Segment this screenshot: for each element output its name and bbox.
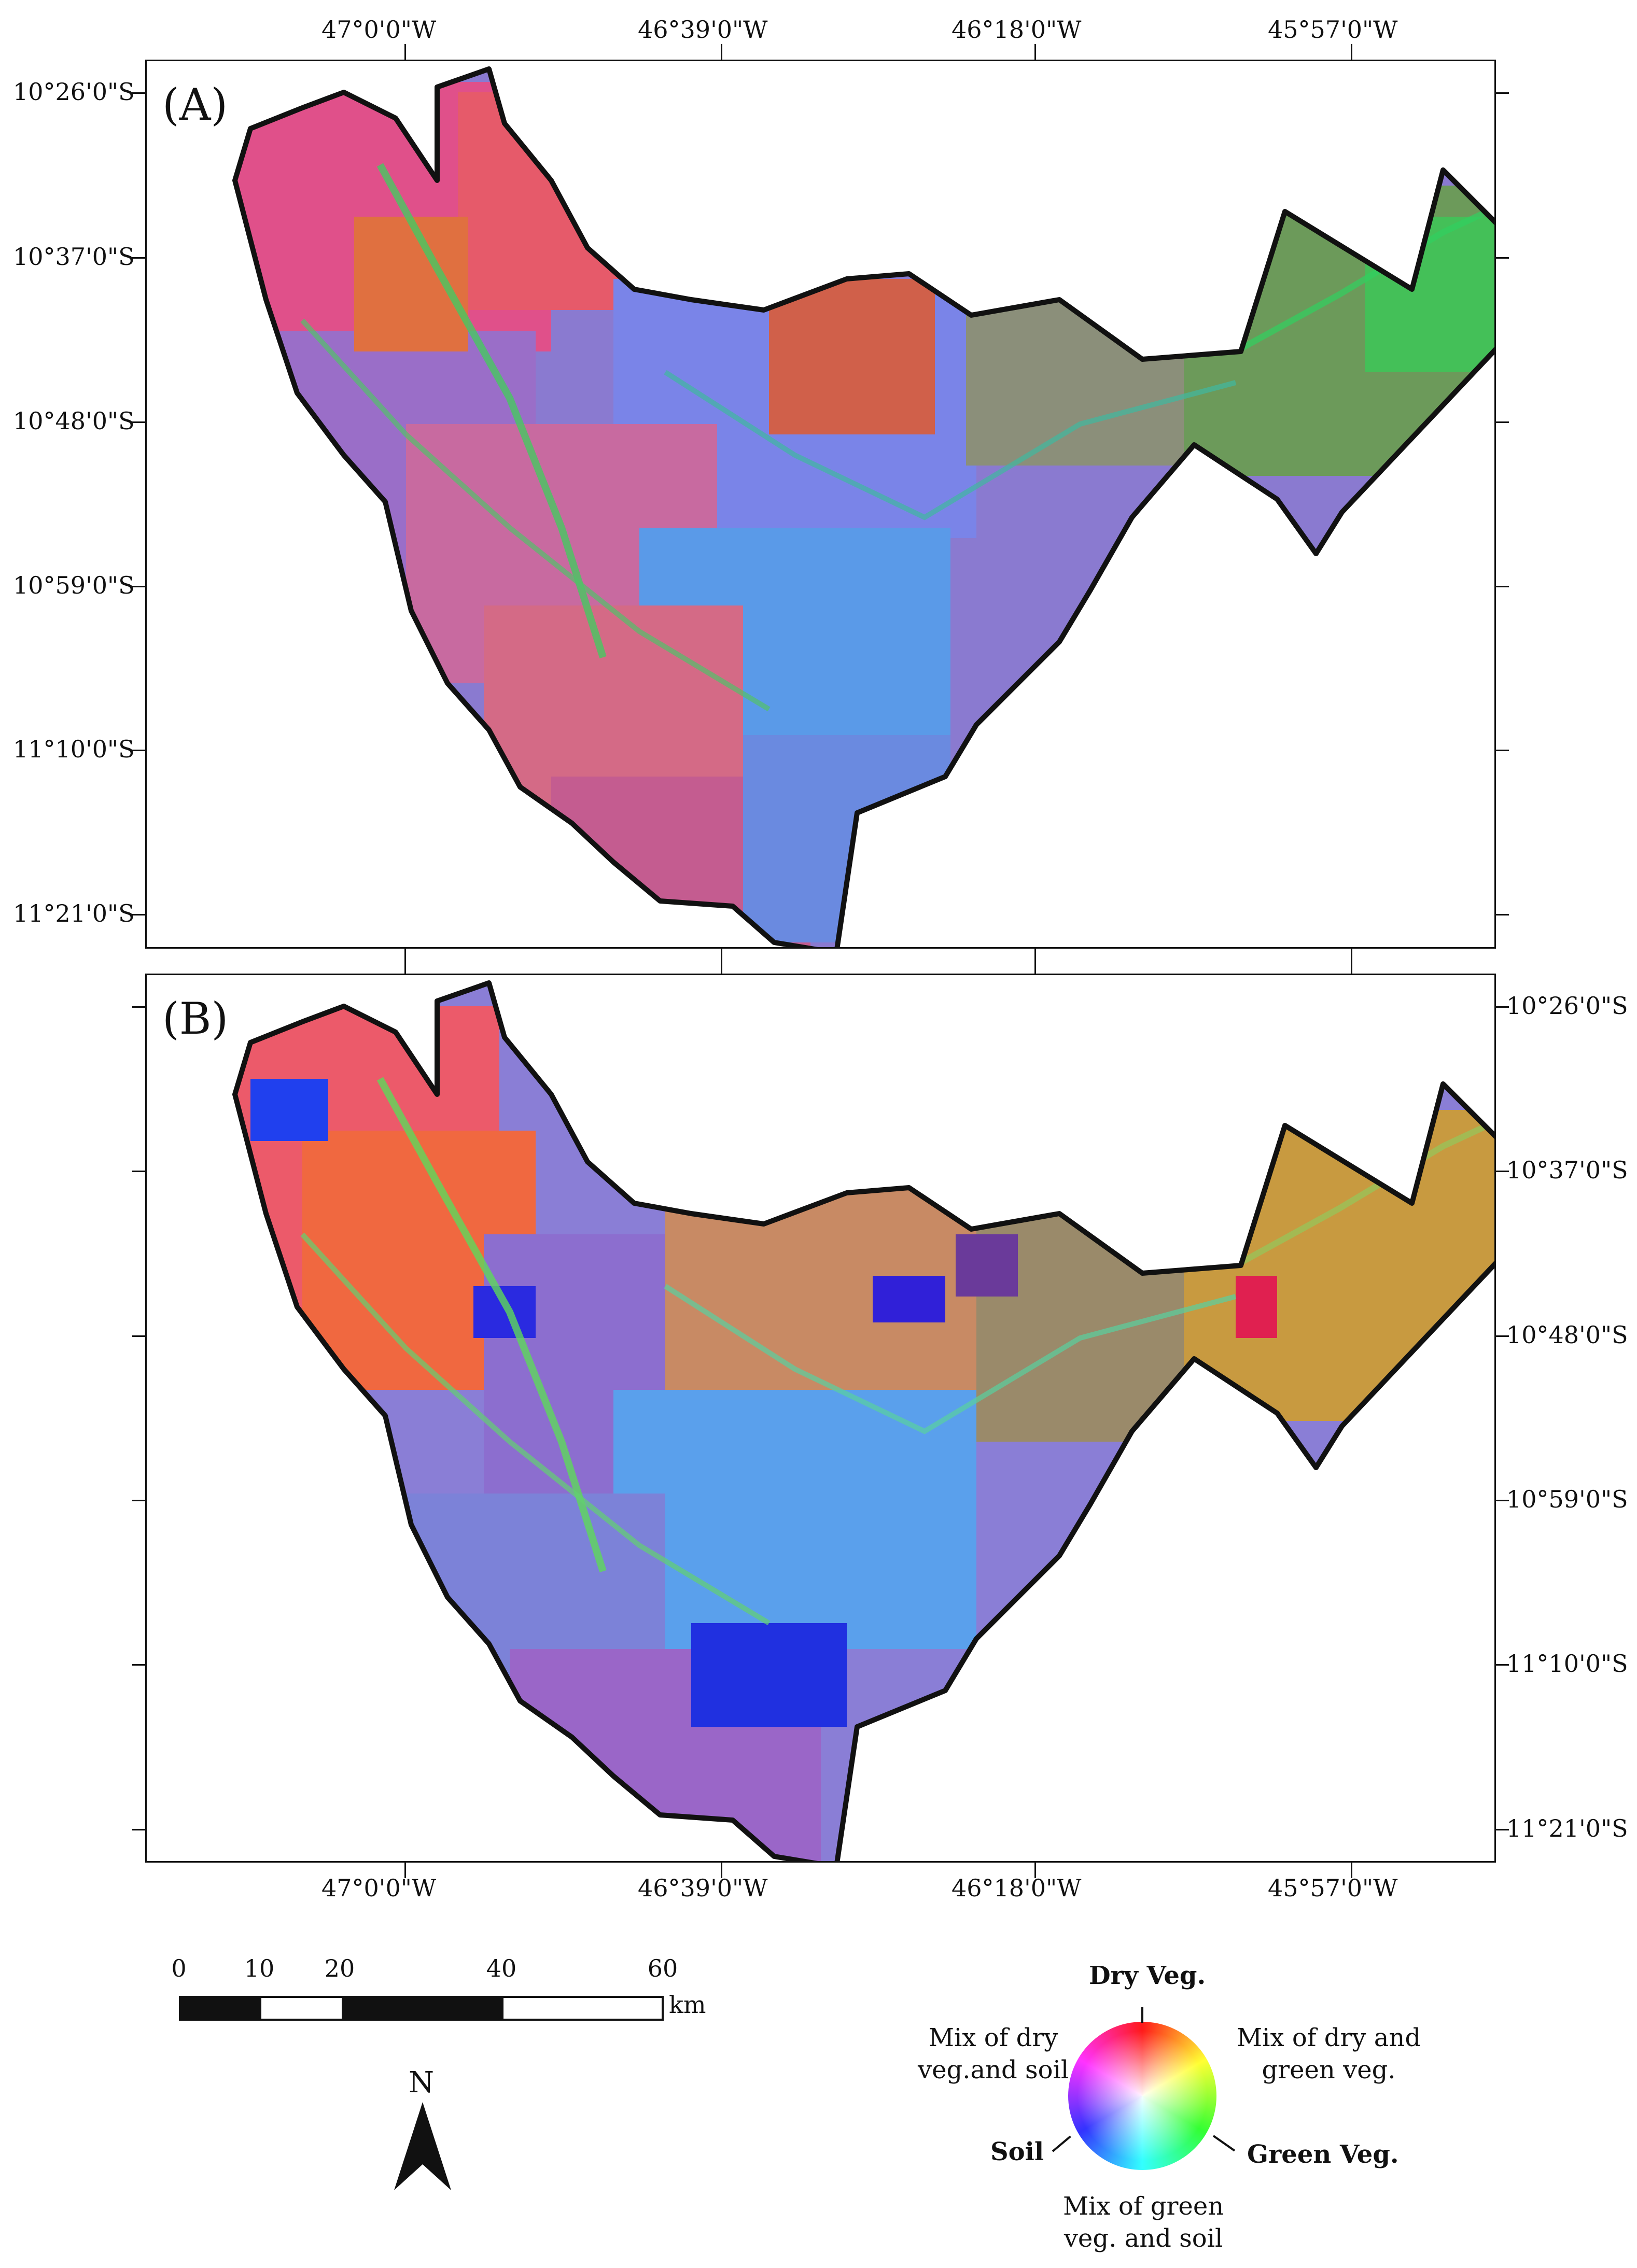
legend-leader-dry — [1141, 2007, 1143, 2023]
scale-tick-60: 60 — [647, 1954, 678, 1982]
tick-left-2 — [132, 257, 145, 259]
tick-bottom-3 — [1034, 1863, 1036, 1878]
tick-top-1 — [404, 44, 406, 60]
tick-left-b-1 — [132, 1006, 145, 1008]
map-panel-a: (A) — [145, 60, 1496, 949]
lat-label-left-2: 10°37'0"S — [13, 243, 135, 271]
tick-left-3 — [132, 421, 145, 423]
lat-label-right-3: 10°48'0"S — [1506, 1321, 1628, 1349]
map-image-b — [232, 980, 1494, 1861]
tick-right-b-5 — [1496, 1664, 1509, 1666]
lat-label-left-6: 11°21'0"S — [13, 899, 135, 927]
tick-right-a-4 — [1496, 586, 1509, 587]
legend-mix-dry-green-line2: green veg. — [1262, 2055, 1396, 2085]
north-label: N — [409, 2066, 434, 2100]
tick-right-a-6 — [1496, 914, 1509, 915]
lon-label-bottom-3: 46°18'0"W — [952, 1874, 1082, 1902]
tick-right-a-5 — [1496, 750, 1509, 751]
tick-top-2 — [721, 44, 722, 60]
lon-label-bottom-2: 46°39'0"W — [638, 1874, 768, 1902]
scale-seg-2 — [261, 1998, 342, 2019]
north-arrow-icon — [394, 2102, 451, 2190]
tick-left-4 — [132, 586, 145, 587]
tick-mid-3 — [1034, 949, 1036, 974]
tick-left-6 — [132, 914, 145, 915]
panel-label-b: (B) — [162, 993, 229, 1044]
tick-right-b-3 — [1496, 1335, 1509, 1337]
scale-tick-0: 0 — [171, 1954, 187, 1982]
tick-bottom-2 — [721, 1863, 722, 1878]
legend-leader-soil — [1052, 2135, 1071, 2152]
lat-label-left-1: 10°26'0"S — [13, 78, 135, 106]
tick-top-4 — [1351, 44, 1352, 60]
lat-label-right-5: 11°10'0"S — [1506, 1650, 1628, 1678]
tick-bottom-1 — [404, 1863, 406, 1878]
lon-label-top-1: 47°0'0"W — [321, 16, 437, 44]
tick-left-b-3 — [132, 1335, 145, 1337]
legend-mix-dry-green: Mix of dry and green veg. — [1237, 2022, 1421, 2087]
lon-label-bottom-4: 45°57'0"W — [1268, 1874, 1398, 1902]
scale-tick-10: 10 — [244, 1954, 275, 1982]
legend-mix-dry-soil-line1: Mix of dry — [928, 2023, 1058, 2052]
legend-mix-green-soil-line2: veg. and soil — [1064, 2224, 1223, 2253]
lat-label-left-5: 11°10'0"S — [13, 735, 135, 763]
lat-label-left-4: 10°59'0"S — [13, 571, 135, 599]
legend-green-veg: Green Veg. — [1247, 2140, 1399, 2169]
legend-mix-green-soil-line1: Mix of green — [1063, 2192, 1224, 2221]
tick-right-b-4 — [1496, 1500, 1509, 1501]
color-wheel-legend — [1068, 2022, 1216, 2170]
lat-label-right-1: 10°26'0"S — [1506, 992, 1628, 1020]
lon-label-top-2: 46°39'0"W — [638, 16, 768, 44]
tick-right-b-6 — [1496, 1829, 1509, 1830]
watershed-outline-b — [232, 980, 1494, 1861]
tick-bottom-4 — [1351, 1863, 1352, 1878]
lat-label-left-3: 10°48'0"S — [13, 407, 135, 435]
watershed-outline-a — [232, 66, 1494, 947]
legend-soil: Soil — [990, 2137, 1044, 2166]
tick-right-b-1 — [1496, 1006, 1509, 1008]
tick-left-1 — [132, 92, 145, 94]
tick-mid-1 — [404, 949, 406, 974]
tick-left-b-4 — [132, 1500, 145, 1501]
scale-seg-1 — [181, 1998, 261, 2019]
map-panel-b: (B) — [145, 974, 1496, 1863]
lat-label-right-6: 11°21'0"S — [1506, 1814, 1628, 1842]
tick-right-a-1 — [1496, 92, 1509, 94]
legend-mix-green-soil: Mix of green veg. and soil — [1063, 2190, 1224, 2255]
tick-left-5 — [132, 750, 145, 751]
scale-unit: km — [669, 1991, 706, 2019]
scale-seg-4 — [503, 1998, 662, 2019]
tick-right-a-2 — [1496, 257, 1509, 259]
tick-left-b-6 — [132, 1829, 145, 1830]
lon-label-bottom-1: 47°0'0"W — [321, 1874, 437, 1902]
map-image-a — [232, 66, 1494, 947]
scale-tick-40: 40 — [486, 1954, 517, 1982]
lon-label-top-3: 46°18'0"W — [952, 16, 1082, 44]
legend-dry-veg: Dry Veg. — [1089, 1961, 1206, 1990]
tick-top-3 — [1034, 44, 1036, 60]
legend-mix-dry-green-line1: Mix of dry and — [1237, 2023, 1421, 2052]
scale-bar — [179, 1996, 664, 2021]
lat-label-right-2: 10°37'0"S — [1506, 1156, 1628, 1184]
tick-right-a-3 — [1496, 421, 1509, 423]
scale-tick-20: 20 — [324, 1954, 355, 1982]
lat-label-right-4: 10°59'0"S — [1506, 1485, 1628, 1513]
lon-label-top-4: 45°57'0"W — [1268, 16, 1398, 44]
legend-mix-dry-soil: Mix of dry veg.and soil — [918, 2022, 1069, 2087]
tick-right-b-2 — [1496, 1171, 1509, 1172]
tick-left-b-2 — [132, 1171, 145, 1172]
legend-leader-green — [1212, 2135, 1236, 2152]
tick-mid-4 — [1351, 949, 1352, 974]
tick-left-b-5 — [132, 1664, 145, 1666]
panel-label-a: (A) — [162, 79, 228, 130]
legend-mix-dry-soil-line2: veg.and soil — [918, 2055, 1069, 2085]
tick-mid-2 — [721, 949, 722, 974]
scale-seg-3 — [342, 1998, 503, 2019]
